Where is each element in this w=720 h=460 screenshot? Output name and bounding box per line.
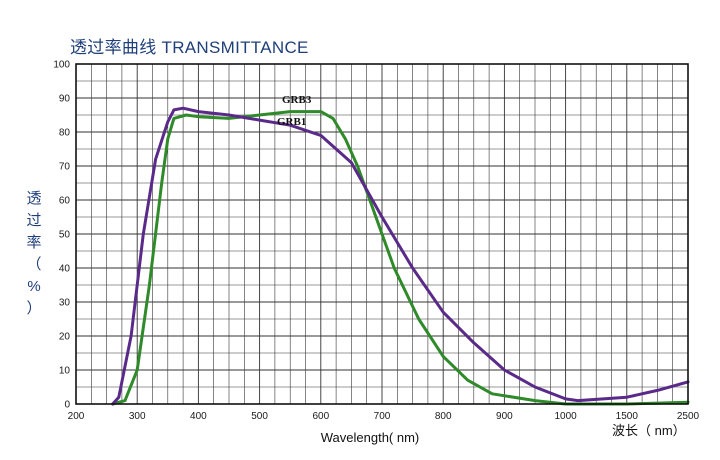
x-tick-label: 1000 (554, 411, 577, 422)
y-tick-label: 70 (59, 162, 71, 173)
x-tick-label: 400 (190, 411, 207, 422)
x-tick-label: 500 (251, 411, 268, 422)
y-axis-label-char: 过 (26, 212, 42, 229)
y-axis-label-char: % (27, 278, 41, 295)
y-tick-label: 50 (59, 230, 71, 241)
series-label-grb3: GRB3 (282, 94, 312, 106)
plot-frame (75, 63, 689, 405)
x-tick-label: 2500 (677, 411, 700, 422)
y-tick-label: 30 (59, 298, 71, 309)
y-axis-label-char: ） (26, 300, 42, 317)
x-tick-label: 200 (68, 411, 85, 422)
x-tick-label: 800 (435, 411, 452, 422)
y-axis-label: 透 过 率 （ % ） (24, 188, 44, 320)
x-tick-label: 900 (496, 411, 513, 422)
y-tick-label: 90 (59, 94, 71, 105)
chart-title: 透过率曲线 TRANSMITTANCE (70, 38, 309, 57)
y-axis-label-char: （ (26, 256, 42, 273)
x-tick-label: 600 (312, 411, 329, 422)
x-axis-title: Wavelength( nm) (321, 430, 420, 445)
x-tick-label: 700 (374, 411, 391, 422)
y-tick-label: 10 (59, 366, 71, 377)
series-line-grb3 (111, 110, 690, 406)
series-line-grb1 (111, 106, 690, 406)
x-axis-title-secondary: 波长（ nm） (612, 423, 686, 438)
y-axis-label-char: 透 (26, 190, 42, 207)
y-tick-labels: 0 10 20 30 40 50 60 70 80 90 100 (53, 60, 70, 411)
y-tick-label: 100 (53, 60, 70, 71)
y-tick-label: 0 (64, 400, 70, 411)
x-tick-label: 300 (129, 411, 146, 422)
y-tick-label: 60 (59, 196, 71, 207)
y-tick-label: 20 (59, 332, 71, 343)
y-tick-label: 40 (59, 264, 71, 275)
y-axis-label-char: 率 (26, 234, 42, 251)
x-tick-labels: 200 300 400 500 600 700 800 900 1000 1500 2500 (68, 411, 700, 422)
y-tick-label: 80 (59, 128, 71, 139)
series-lines (111, 106, 690, 406)
x-tick-label: 1500 (616, 411, 639, 422)
series-label-grb1: GRB1 (277, 116, 306, 128)
